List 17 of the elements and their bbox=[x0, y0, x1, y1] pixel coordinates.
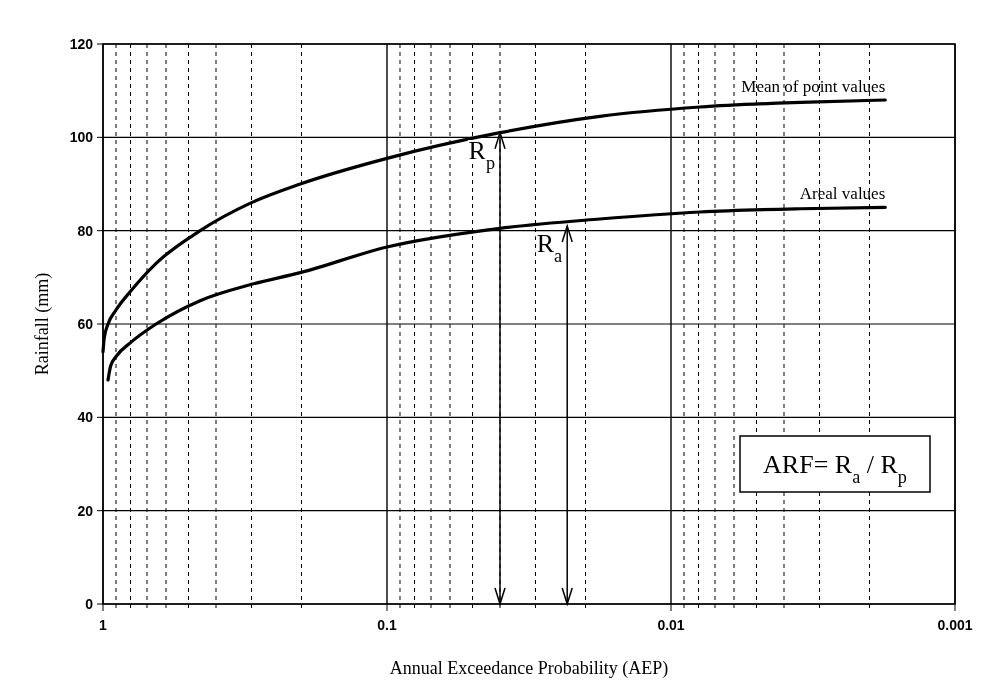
x-axis-title: Annual Exceedance Probability (AEP) bbox=[389, 658, 669, 679]
x-tick-label: 0.01 bbox=[657, 617, 685, 633]
y-tick-label: 100 bbox=[69, 129, 94, 146]
y-axis-title: Rainfall (mm) bbox=[32, 272, 53, 376]
series-label: Areal values bbox=[799, 184, 886, 204]
y-tick-label: 80 bbox=[77, 222, 94, 239]
annotation: R$_{a}$ bbox=[536, 229, 563, 266]
y-tick-label: 40 bbox=[77, 409, 94, 426]
y-tick-label: 60 bbox=[77, 316, 94, 332]
y-tick-label: 120 bbox=[69, 36, 94, 52]
x-tick-label: 0.1 bbox=[377, 617, 397, 633]
x-tick-label: 1 bbox=[99, 617, 108, 633]
annotation: ARF= R$_{a}$ / R$_{p}$ bbox=[763, 450, 907, 487]
x-tick-label: 0.001 bbox=[937, 617, 973, 633]
y-tick-label: 20 bbox=[77, 502, 94, 519]
y-tick-label: 0 bbox=[85, 596, 94, 612]
series-label: Mean of point values bbox=[741, 77, 886, 96]
